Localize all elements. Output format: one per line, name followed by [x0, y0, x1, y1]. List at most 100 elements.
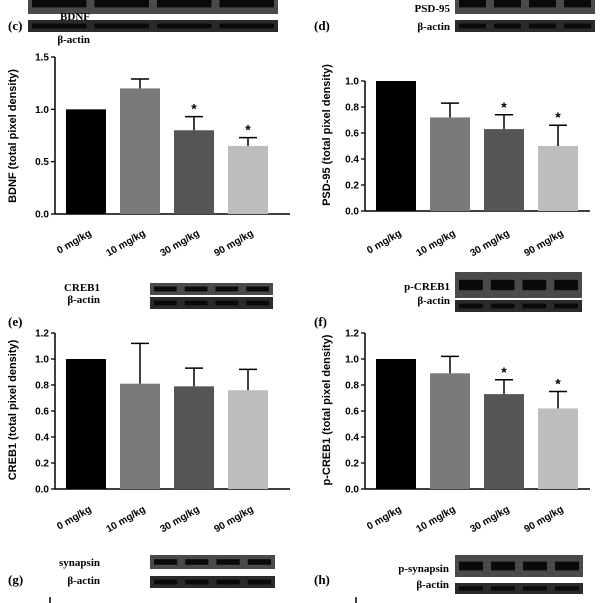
panel-label: (f): [314, 314, 327, 329]
blot-label-target: BDNF: [60, 11, 90, 23]
x-category-label: 0 mg/kg: [55, 228, 93, 256]
y-tick-label: 0.0: [35, 210, 49, 221]
blot-band: [184, 300, 208, 306]
blot-band: [154, 286, 177, 292]
blot-band: [490, 303, 515, 309]
x-category-label: 90 mg/kg: [212, 228, 255, 259]
bar-2: [120, 88, 160, 214]
chart-panel-4: (f) p-CREB1 β-actin 0.0 0.2 0.4 0.6 0.8 1.0 1.2 p-…: [314, 272, 590, 535]
blot-strip-1: [150, 283, 273, 295]
blot-band: [554, 279, 578, 291]
bar-4: [228, 390, 268, 489]
x-category-label: 90 mg/kg: [522, 228, 565, 259]
y-tick-label: 0.2: [345, 181, 359, 192]
blot-band: [491, 586, 515, 591]
blot-band: [490, 279, 515, 291]
x-category-label: 10 mg/kg: [104, 504, 147, 535]
x-category-label: 0 mg/kg: [365, 228, 403, 256]
x-category-label: 90 mg/kg: [212, 504, 255, 535]
significance-marker: *: [555, 376, 561, 392]
chart-panel-2: (d) PSD-95 β-actin 0.0 0.2 0.4 0.6 0.8 1.0 PSD-95…: [314, 0, 595, 259]
blot-strip-1: [150, 555, 275, 569]
blot-band: [185, 559, 209, 565]
y-tick-label: 0.4: [345, 433, 359, 444]
x-category-label: 90 mg/kg: [522, 504, 565, 535]
bar-2: [430, 117, 470, 211]
blot-band: [523, 586, 547, 591]
y-tick-label: 0.5: [35, 157, 49, 168]
x-category-label: 30 mg/kg: [158, 228, 201, 259]
bar-3: [174, 130, 214, 214]
bar-4: [228, 145, 268, 214]
y-tick-label: 0.2: [345, 459, 359, 470]
blot-band: [246, 286, 269, 292]
blot-band: [459, 303, 483, 309]
bar-1: [66, 359, 106, 489]
y-axis-title: p-CREB1 (total pixel density): [321, 334, 333, 485]
blot-label-actin: β-actin: [67, 294, 100, 306]
bar-2: [120, 383, 160, 489]
blot-strip-2: [150, 576, 275, 588]
blot-band: [564, 23, 591, 29]
blot-label-target: PSD-95: [415, 3, 451, 15]
bar-3: [174, 386, 214, 489]
blot-band: [154, 300, 177, 306]
blot-band: [522, 279, 547, 291]
significance-marker: *: [191, 101, 197, 117]
blot-band: [459, 561, 483, 571]
y-tick-label: 0.6: [345, 129, 359, 140]
blot-band: [247, 579, 271, 585]
blot-band: [491, 561, 515, 571]
blot-strip-2: [28, 20, 278, 32]
y-tick-label: 0.6: [345, 407, 359, 418]
blot-band: [216, 579, 240, 585]
blot-label-actin: β-actin: [57, 34, 90, 46]
blot-band: [216, 559, 240, 565]
blot-band: [157, 23, 212, 29]
blot-band: [459, 23, 486, 29]
blot-band: [522, 303, 547, 309]
blot-band: [494, 0, 521, 8]
y-tick-label: 1.5: [35, 53, 49, 64]
y-axis-title: CREB1 (total pixel density): [7, 339, 19, 480]
panel-label: (e): [8, 314, 22, 329]
panel-label: (g): [8, 572, 23, 587]
blot-label-target: CREB1: [64, 282, 100, 294]
blot-strip-1: [455, 0, 595, 14]
blot-band: [154, 579, 178, 585]
blot-band: [184, 286, 208, 292]
blot-strip-2: [150, 297, 273, 309]
bar-1: [376, 359, 416, 489]
y-tick-label: 1.2: [35, 329, 49, 340]
bar-1: [66, 109, 106, 214]
x-category-label: 0 mg/kg: [55, 504, 93, 532]
panel-label: (h): [314, 572, 330, 587]
y-tick-label: 0.6: [35, 407, 49, 418]
blot-band: [154, 559, 178, 565]
blot-band: [459, 0, 486, 8]
x-category-label: 30 mg/kg: [468, 228, 511, 259]
bar-4: [538, 408, 578, 489]
y-tick-label: 0.4: [345, 155, 359, 166]
bar-1: [376, 81, 416, 211]
y-tick-label: 0.2: [35, 459, 49, 470]
blot-label-actin: β-actin: [416, 579, 449, 591]
blot-band: [523, 561, 547, 571]
blot-band: [219, 0, 274, 8]
y-tick-label: 1.0: [345, 77, 359, 88]
panel-label: (d): [314, 18, 330, 33]
significance-marker: *: [555, 109, 561, 125]
blot-band: [555, 586, 579, 591]
x-category-label: 10 mg/kg: [104, 228, 147, 259]
blot-label-target: p-synapsin: [398, 563, 449, 575]
significance-marker: *: [245, 122, 251, 138]
blot-band: [94, 23, 149, 29]
bar-4: [538, 146, 578, 211]
x-category-label: 30 mg/kg: [158, 504, 201, 535]
y-tick-label: 1.2: [345, 329, 359, 340]
blot-label-actin: β-actin: [417, 21, 450, 33]
y-tick-label: 0.8: [35, 381, 49, 392]
x-category-label: 10 mg/kg: [414, 228, 457, 259]
blot-band: [564, 0, 591, 8]
blot-strip-2: [455, 300, 582, 312]
